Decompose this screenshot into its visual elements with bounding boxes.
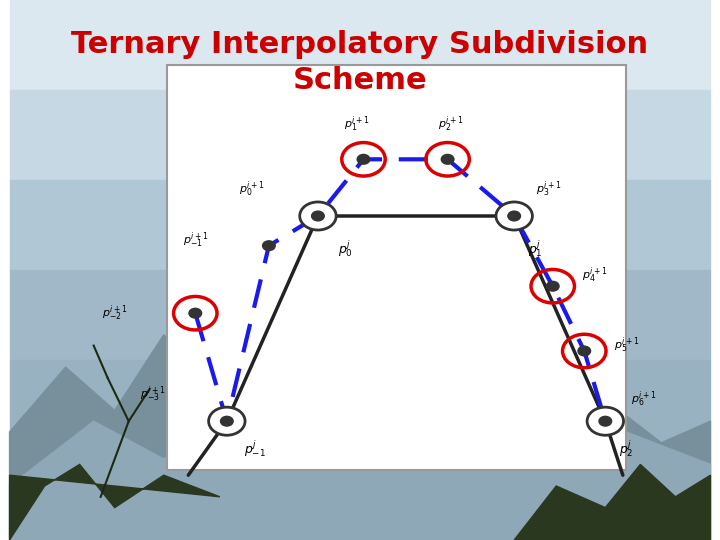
Text: $p^{i+1}_3$: $p^{i+1}_3$ — [536, 179, 562, 199]
Circle shape — [209, 407, 245, 435]
Bar — [9, 90, 711, 180]
Circle shape — [441, 154, 454, 164]
Text: $p^{i+1}_{-3}$: $p^{i+1}_{-3}$ — [140, 384, 166, 404]
Circle shape — [220, 416, 233, 426]
Bar — [9, 0, 711, 90]
Circle shape — [357, 154, 370, 164]
Circle shape — [312, 211, 324, 221]
Text: $p^j_1$: $p^j_1$ — [528, 238, 543, 259]
Circle shape — [263, 241, 275, 251]
Text: $p^j_0$: $p^j_0$ — [338, 238, 354, 259]
Circle shape — [587, 407, 624, 435]
Bar — [9, 270, 711, 360]
Text: Ternary Interpolatory Subdivision
Scheme: Ternary Interpolatory Subdivision Scheme — [71, 30, 649, 94]
Text: $p^{i+1}_0$: $p^{i+1}_0$ — [238, 179, 264, 199]
Text: $p^{i+1}_6$: $p^{i+1}_6$ — [631, 390, 657, 409]
Circle shape — [546, 281, 559, 291]
Circle shape — [599, 416, 611, 426]
Circle shape — [189, 308, 202, 318]
Text: $p^{i+1}_{-2}$: $p^{i+1}_{-2}$ — [102, 303, 127, 323]
Text: $p^{i+1}_2$: $p^{i+1}_2$ — [438, 114, 464, 134]
Text: $p^{i+1}_1$: $p^{i+1}_1$ — [343, 114, 369, 134]
Text: $p^{i+1}_4$: $p^{i+1}_4$ — [582, 266, 608, 285]
Bar — [9, 360, 711, 450]
Polygon shape — [9, 405, 711, 540]
Bar — [9, 180, 711, 270]
Text: $p^j_2$: $p^j_2$ — [619, 438, 634, 458]
Circle shape — [496, 202, 532, 230]
Text: $p^{i+1}_{-1}$: $p^{i+1}_{-1}$ — [183, 231, 208, 250]
Polygon shape — [9, 335, 711, 540]
Bar — [9, 450, 711, 540]
Circle shape — [508, 211, 521, 221]
Circle shape — [578, 346, 590, 356]
Circle shape — [300, 202, 336, 230]
Text: $p^{i+1}_5$: $p^{i+1}_5$ — [613, 336, 639, 355]
Polygon shape — [514, 464, 711, 540]
Polygon shape — [9, 464, 220, 540]
Bar — [167, 65, 626, 470]
Text: $p^j_{-1}$: $p^j_{-1}$ — [244, 438, 266, 458]
